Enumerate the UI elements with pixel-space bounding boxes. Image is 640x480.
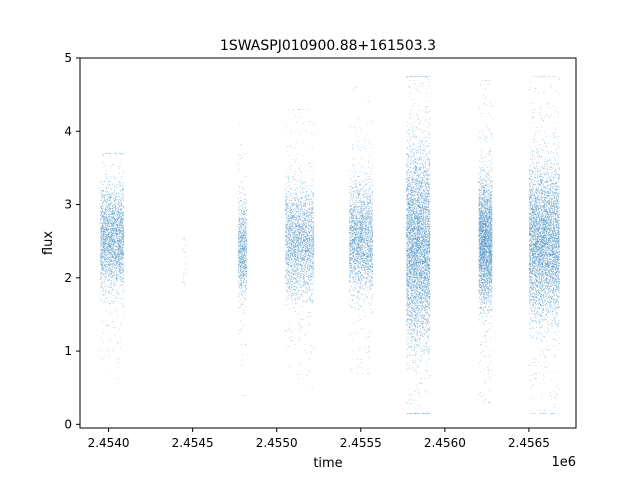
y-axis-label: flux xyxy=(41,231,56,255)
x-tick-label: 2.4540 xyxy=(88,436,130,450)
y-tick-label: 3 xyxy=(64,198,72,212)
x-tick-label: 2.4545 xyxy=(172,436,214,450)
x-tick-label: 2.4555 xyxy=(340,436,382,450)
y-tick-label: 1 xyxy=(64,344,72,358)
y-tick-label: 4 xyxy=(64,124,72,138)
x-tick-label: 2.4560 xyxy=(424,436,466,450)
x-axis-offset-label: 1e6 xyxy=(551,455,576,470)
x-tick-label: 2.4550 xyxy=(256,436,298,450)
chart-title: 1SWASPJ010900.88+161503.3 xyxy=(220,38,436,54)
x-tick-label: 2.4565 xyxy=(508,436,550,450)
x-axis-label: time xyxy=(313,456,342,471)
plot-frame xyxy=(79,57,577,429)
x-axis: 2.4540 2.4545 2.4550 2.4555 2.4560 2.4565 xyxy=(88,428,550,450)
y-tick-label: 2 xyxy=(64,271,72,285)
y-axis: 0 1 2 3 4 5 xyxy=(64,51,80,431)
y-tick-label: 0 xyxy=(64,417,72,431)
y-tick-label: 5 xyxy=(64,51,72,65)
